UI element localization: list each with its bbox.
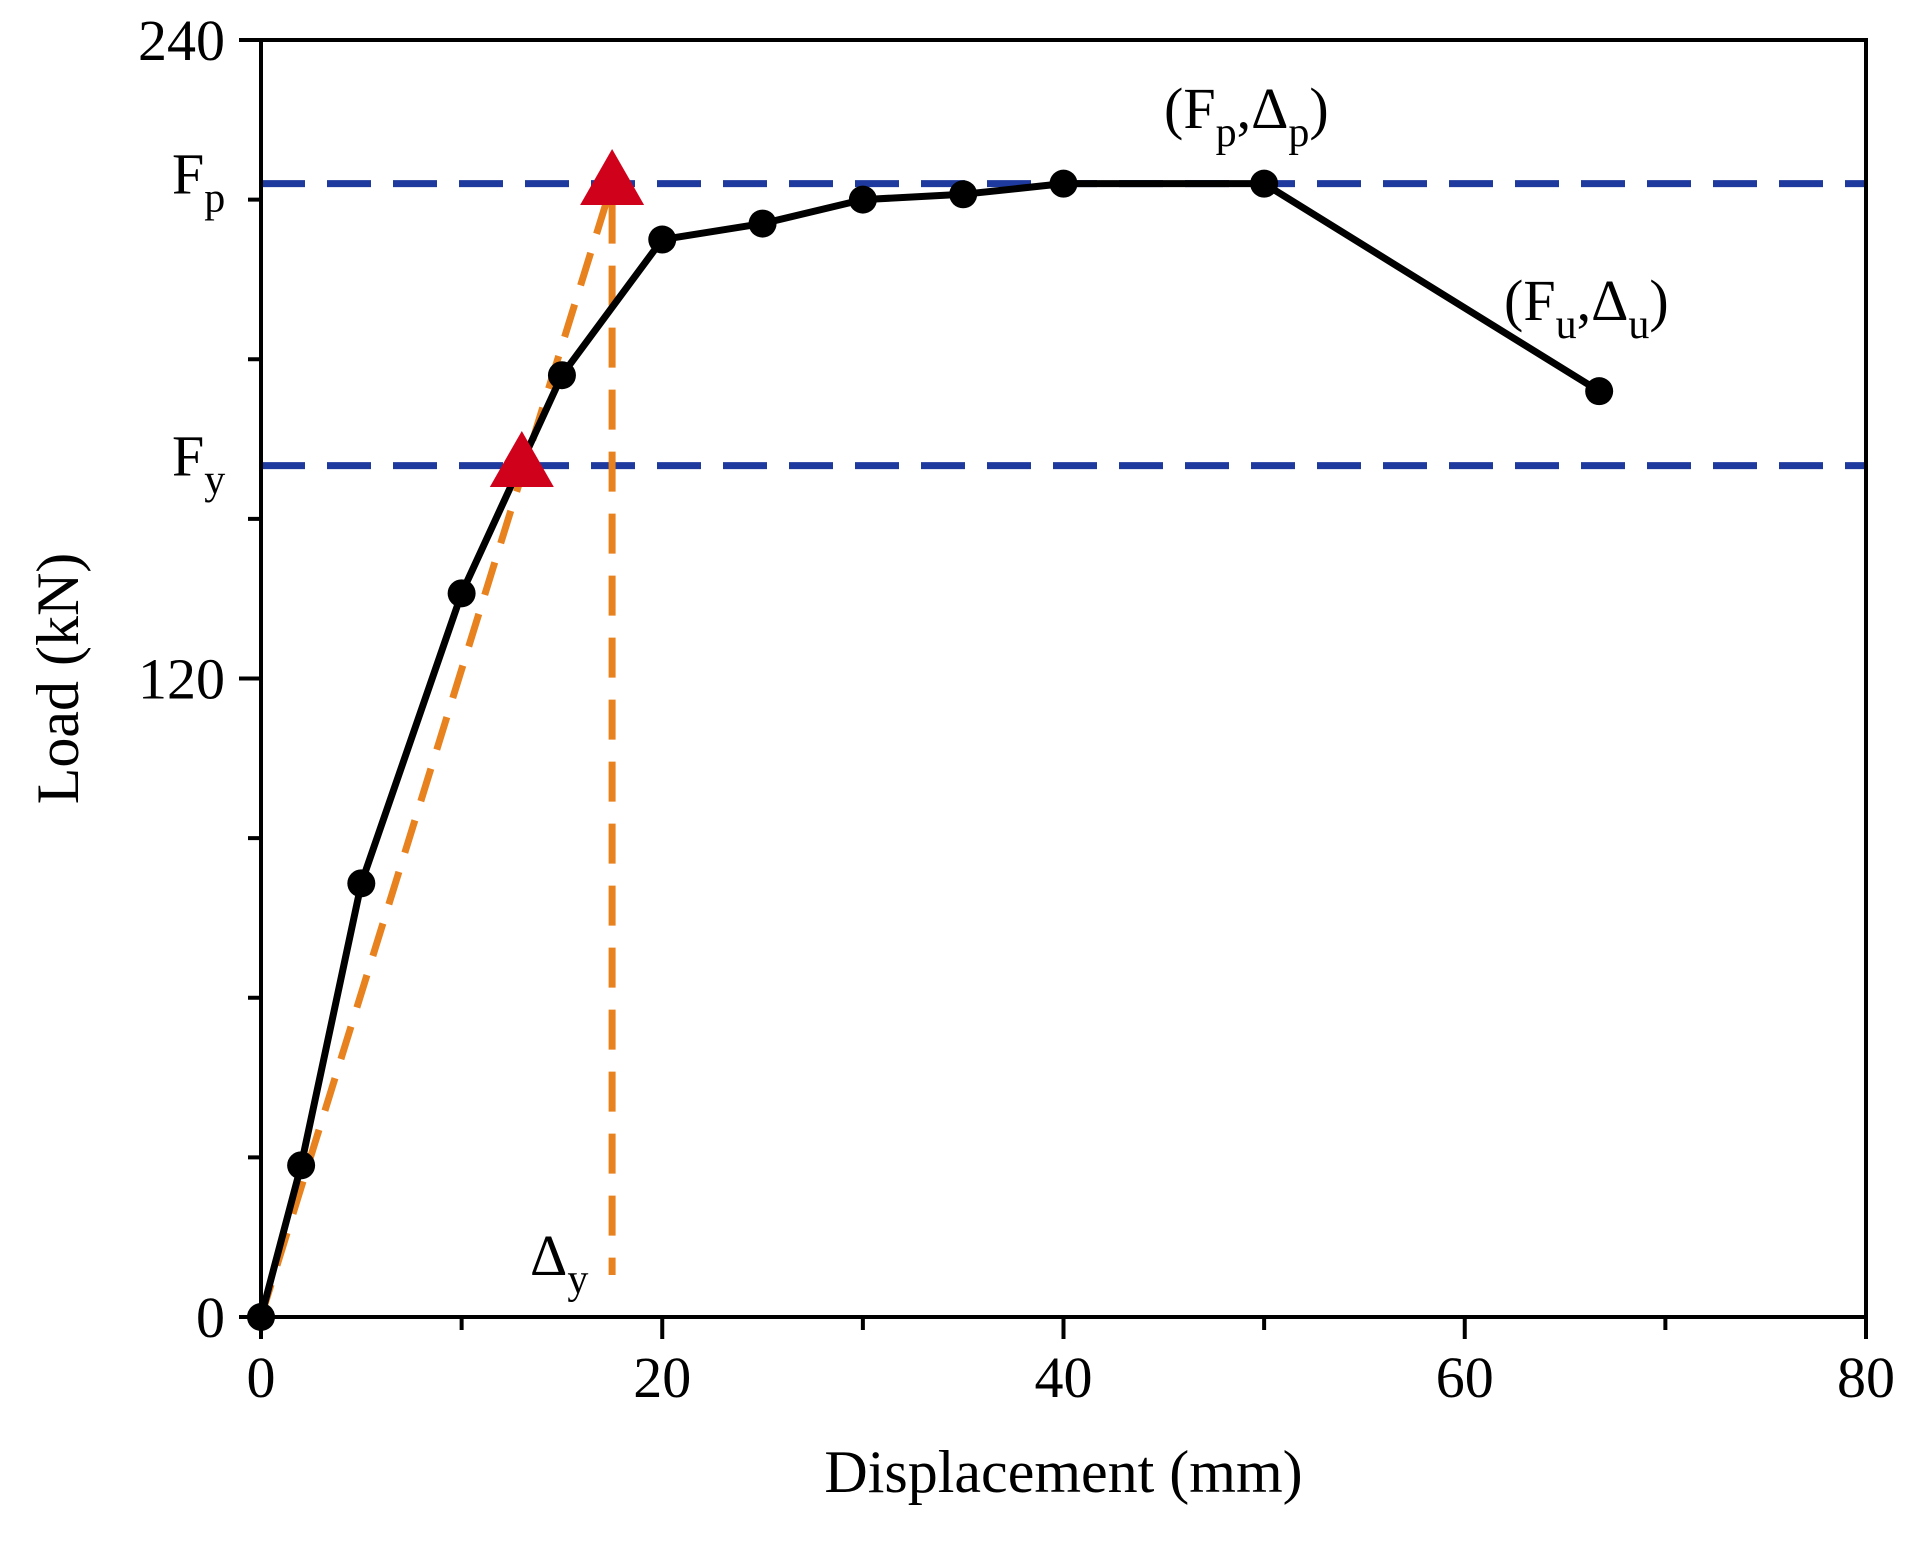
yield-displacement-label: Δy [530, 1223, 588, 1303]
y-tick-label: 0 [196, 1285, 225, 1350]
triangle-marker [489, 430, 554, 487]
secant-lines [257, 182, 616, 1319]
data-point [648, 225, 677, 254]
data-point [748, 209, 777, 238]
series-line [257, 180, 1602, 1318]
point-annotation: (Fp,Δp) [1164, 76, 1329, 156]
x-tick-label: 60 [1436, 1345, 1494, 1410]
y-tick-label: 120 [138, 647, 225, 712]
x-tick-label: 80 [1837, 1345, 1895, 1410]
data-point [347, 869, 376, 898]
data-point [1585, 377, 1614, 406]
point-annotations: (Fp,Δp) (Fu,Δu) [1164, 76, 1669, 348]
peak-load-label: Fp [172, 142, 225, 222]
reference-labels: Fp Fy Δy [172, 142, 588, 1303]
series-layer [247, 169, 1614, 1331]
yield-load-label: Fy [172, 424, 225, 504]
axis-ticks [239, 38, 1868, 1339]
y-axis-title: Load (kN) [25, 553, 91, 805]
reference-lines [261, 180, 1866, 1275]
x-tick-label: 40 [1035, 1345, 1093, 1410]
triangle-marker [580, 148, 645, 205]
secant-line [257, 182, 616, 1319]
y-tick-label: 240 [138, 8, 225, 73]
data-point [1049, 169, 1078, 198]
tick-labels: 0 20 40 60 80 0 120 240 [138, 8, 1895, 1410]
data-point [848, 185, 877, 214]
x-tick-label: 0 [247, 1345, 276, 1410]
data-point [547, 361, 576, 390]
plot-frame [259, 38, 1868, 1319]
point-annotation: (Fu,Δu) [1504, 268, 1669, 348]
data-point [447, 579, 476, 608]
data-point [287, 1151, 316, 1180]
x-tick-label: 20 [633, 1345, 691, 1410]
x-axis-title: Displacement (mm) [824, 1439, 1302, 1505]
triangle-markers [489, 148, 645, 487]
data-point [949, 180, 978, 209]
data-point [1250, 169, 1279, 198]
